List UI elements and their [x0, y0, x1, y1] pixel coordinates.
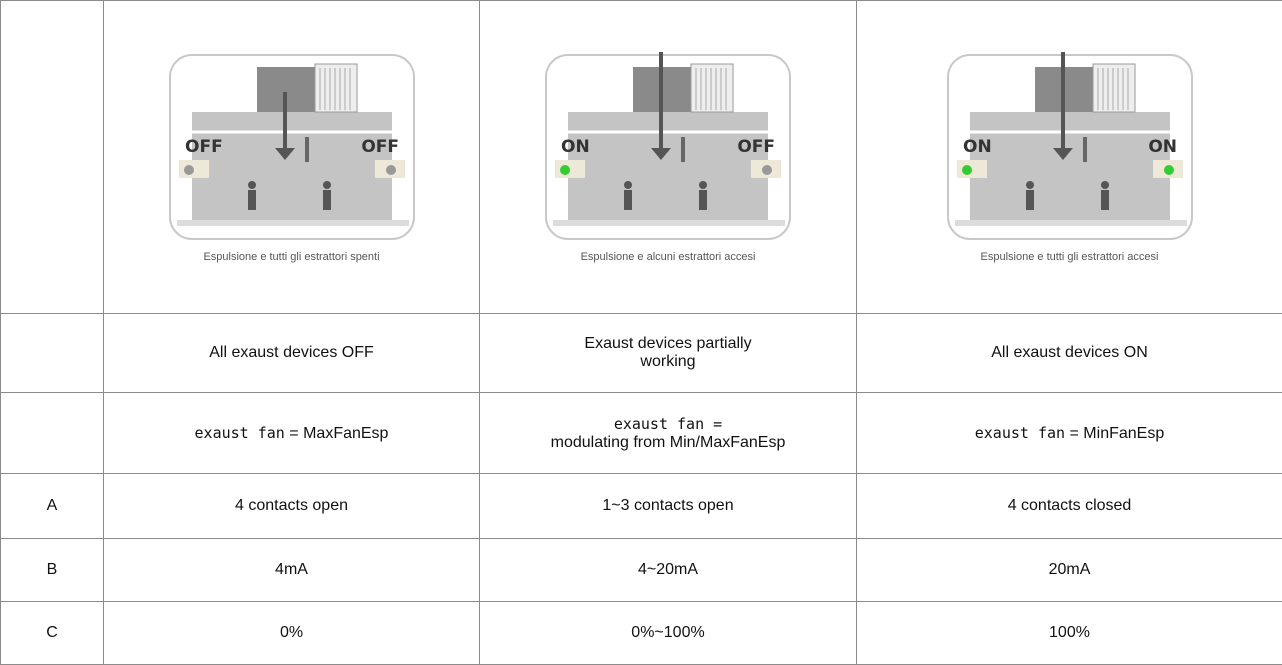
- cell: 100%: [857, 602, 1282, 665]
- cell: 4mA: [104, 539, 480, 602]
- fan-name: exaust fan: [195, 424, 285, 442]
- fan-setting: = MaxFanEsp: [289, 425, 388, 442]
- illustration: ON ON: [945, 52, 1195, 242]
- building: [568, 112, 768, 224]
- row-label: B: [1, 539, 104, 602]
- caption: Espulsione e tutti gli estrattori accesi: [857, 251, 1282, 263]
- head: [323, 181, 331, 189]
- cell: 0%~100%: [480, 602, 857, 665]
- vent-dot: [962, 165, 972, 175]
- mode-row: All exaust devices OFF Exaust devices pa…: [1, 314, 1282, 393]
- device-label: ON: [1148, 137, 1177, 157]
- cell: All exaust devices OFF: [104, 314, 480, 393]
- text: Exaust devices partially working: [573, 335, 763, 371]
- text: All exaust devices ON: [857, 344, 1282, 362]
- vent-dot: [560, 165, 570, 175]
- cell: 4 contacts closed: [857, 474, 1282, 539]
- text: All exaust devices OFF: [197, 344, 387, 362]
- cell: exaust fan =modulating from Min/MaxFanEs…: [480, 393, 857, 474]
- head: [248, 181, 256, 189]
- fan-name: exaust fan =: [614, 415, 722, 433]
- cell: OFF OFF Espulsione e tutti gli estrattori …: [104, 1, 480, 314]
- fan-setting: = MinFanEsp: [1070, 425, 1165, 442]
- device-label: ON: [561, 137, 590, 157]
- body: [1101, 190, 1109, 210]
- body: [1026, 190, 1034, 210]
- row-label: C: [1, 602, 104, 665]
- device-label: OFF: [185, 137, 223, 157]
- unit-box: [1093, 64, 1135, 112]
- cell: exaust fan = MinFanEsp: [857, 393, 1282, 474]
- cell: exaust fan = MaxFanEsp: [104, 393, 480, 474]
- unit-box: [315, 64, 357, 112]
- cell: [1, 393, 104, 474]
- body: [624, 190, 632, 210]
- head: [1101, 181, 1109, 189]
- fan-name: exaust fan: [975, 424, 1065, 442]
- vent-dot: [1164, 165, 1174, 175]
- vent: [957, 160, 987, 178]
- cell: Exaust devices partially working: [480, 314, 857, 393]
- vent-dot: [762, 165, 772, 175]
- body: [323, 190, 331, 210]
- head: [624, 181, 632, 189]
- vent-dot: [184, 165, 194, 175]
- cell: [1, 314, 104, 393]
- illustration: ON OFF: [543, 52, 793, 242]
- caption: Espulsione e tutti gli estrattori spenti: [104, 251, 479, 263]
- caption: Espulsione e alcuni estrattori accesi: [480, 251, 856, 263]
- head: [1026, 181, 1034, 189]
- body: [248, 190, 256, 210]
- illustration: OFF OFF: [167, 52, 417, 242]
- fan-setting: modulating from Min/MaxFanEsp: [551, 434, 786, 451]
- vent: [179, 160, 209, 178]
- building: [970, 112, 1170, 224]
- floor: [177, 220, 409, 226]
- device-label: OFF: [737, 137, 775, 157]
- floor: [553, 220, 785, 226]
- unit-box: [691, 64, 733, 112]
- cell: 0%: [104, 602, 480, 665]
- vent-dot: [386, 165, 396, 175]
- device-label: ON: [963, 137, 992, 157]
- cell: All exaust devices ON: [857, 314, 1282, 393]
- vent: [555, 160, 585, 178]
- cell: ON ON Espulsione e tutti gli estrattori ac…: [857, 1, 1282, 314]
- cell: 1~3 contacts open: [480, 474, 857, 539]
- cell: ON OFF Espulsione e alcuni estrattori acce…: [480, 1, 857, 314]
- cell: 4~20mA: [480, 539, 857, 602]
- device-label: OFF: [361, 137, 399, 157]
- floor: [955, 220, 1187, 226]
- row-label: A: [1, 474, 104, 539]
- cell: 4 contacts open: [104, 474, 480, 539]
- head: [699, 181, 707, 189]
- cell: 20mA: [857, 539, 1282, 602]
- building: [192, 112, 392, 224]
- body: [699, 190, 707, 210]
- cell: [1, 1, 104, 314]
- image-row: OFF OFF Espulsione e tutti gli estrattori …: [1, 1, 1282, 314]
